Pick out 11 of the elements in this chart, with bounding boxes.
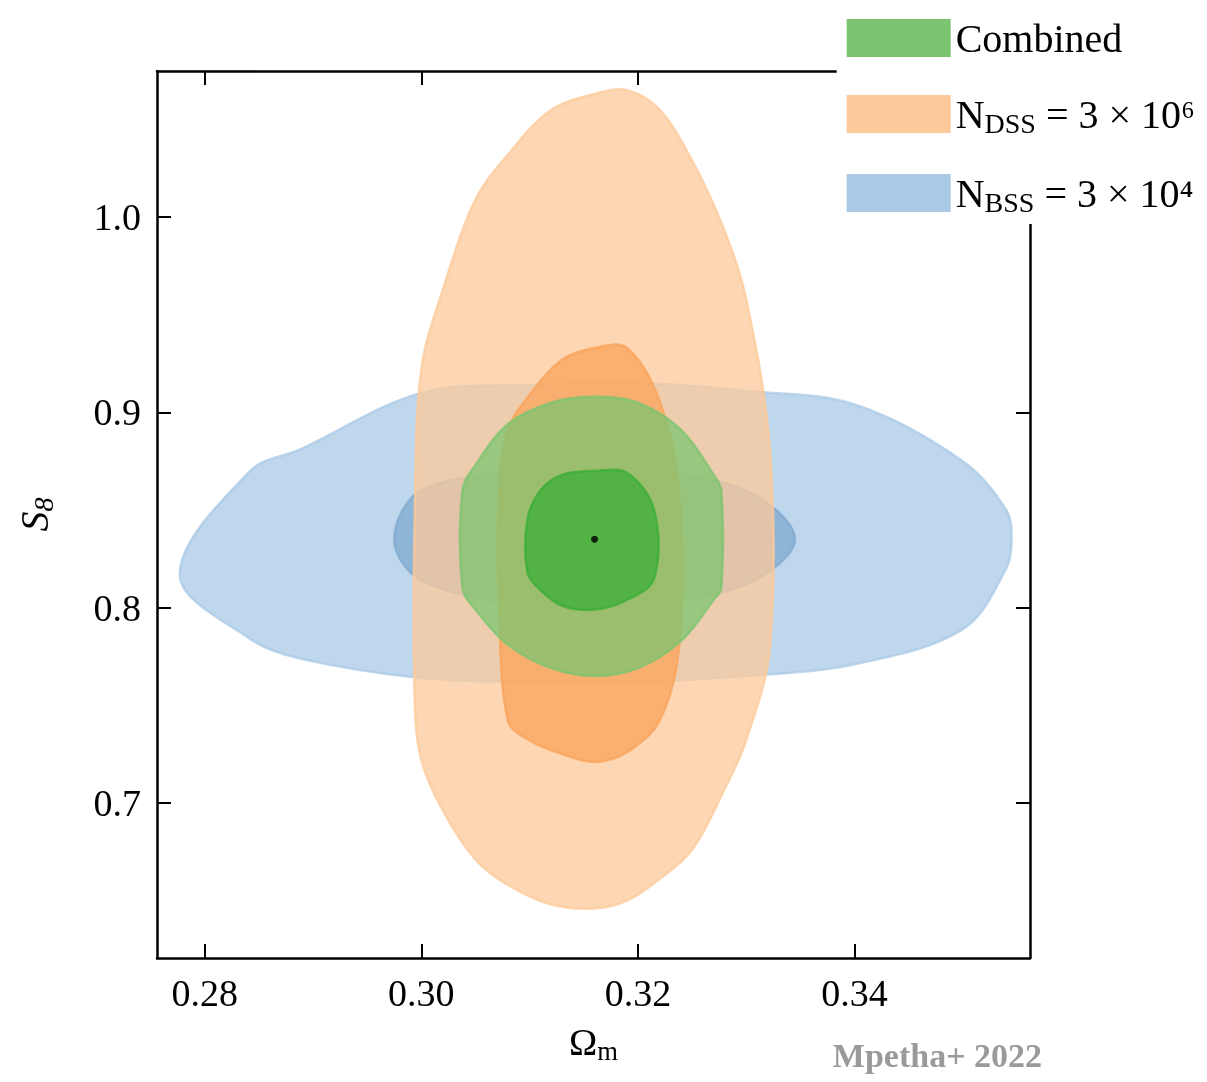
legend-label: Combined [955,15,1123,61]
y-axis-title: S8 [11,497,59,532]
y-tick-label: 1.0 [93,196,141,239]
x-tick-label: 0.32 [604,972,672,1014]
x-tick-label: 0.34 [821,972,888,1014]
x-tick-label: 0.28 [171,972,238,1014]
text: Mpetha+ 2022 [832,1036,1043,1074]
x-tick-label: 0.30 [388,972,455,1014]
y-tick-label: 0.8 [93,586,141,629]
y-tick-label: 0.9 [93,391,141,434]
y-tick-label: 0.7 [93,781,141,824]
